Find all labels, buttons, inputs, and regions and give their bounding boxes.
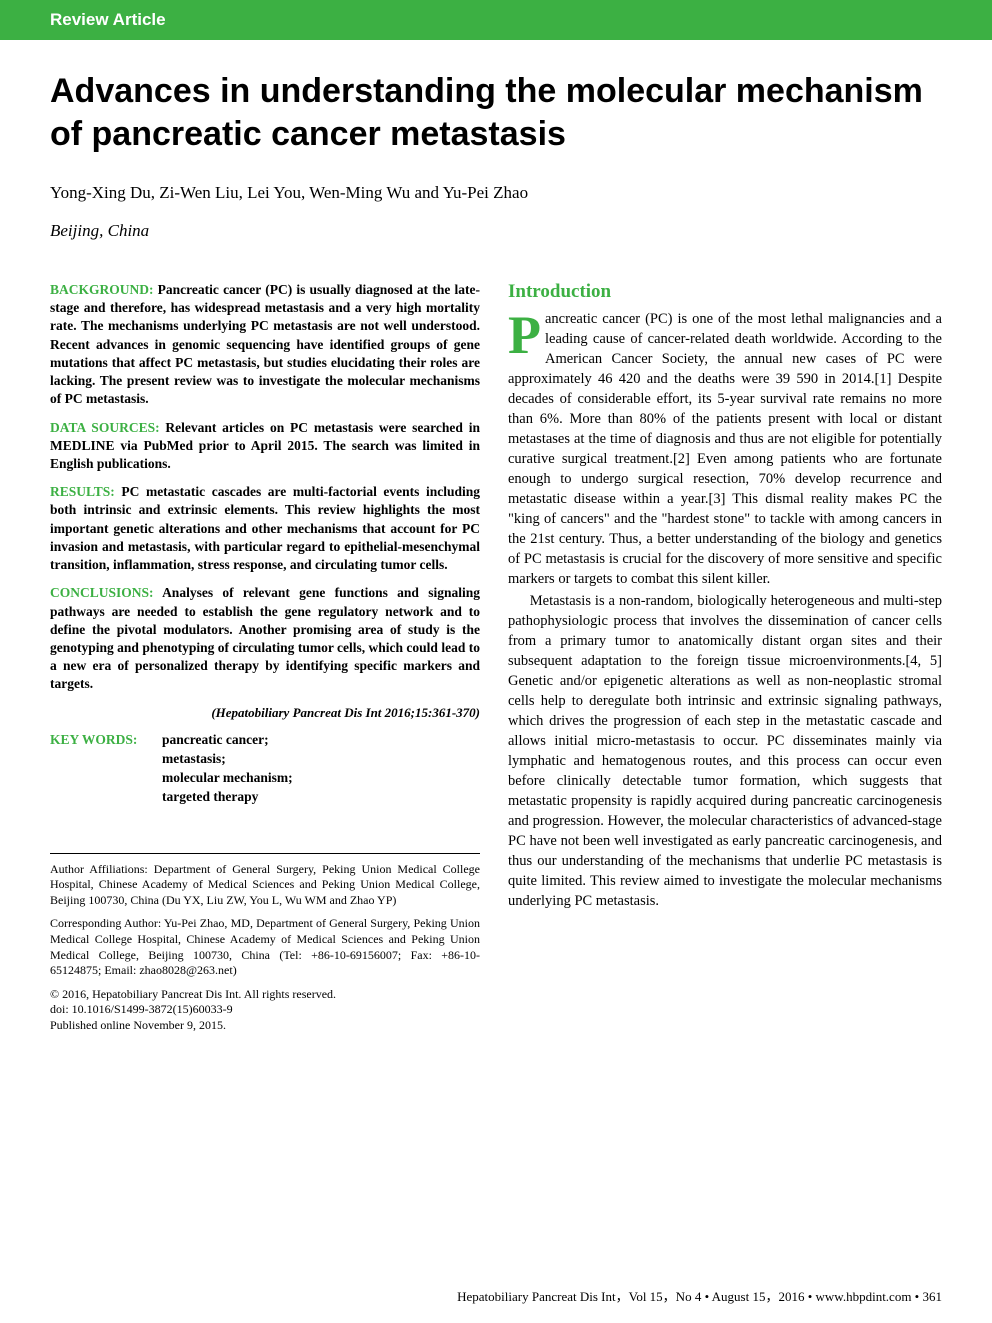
footnote-copyright: © 2016, Hepatobiliary Pancreat Dis Int. … <box>50 987 480 1034</box>
right-column: Introduction Pancreatic cancer (PC) is o… <box>508 281 942 1042</box>
footnote-published: Published online November 9, 2015. <box>50 1018 226 1032</box>
two-column-layout: BACKGROUND: Pancreatic cancer (PC) is us… <box>50 281 942 1042</box>
article-title: Advances in understanding the molecular … <box>50 70 942 155</box>
article-authors: Yong-Xing Du, Zi-Wen Liu, Lei You, Wen-M… <box>50 183 942 203</box>
keyword-0: pancreatic cancer; <box>162 731 269 750</box>
dropcap: P <box>508 309 545 359</box>
abstract-datasources: DATA SOURCES: Relevant articles on PC me… <box>50 419 480 474</box>
intro-para-1: Pancreatic cancer (PC) is one of the mos… <box>508 309 942 589</box>
footnote-doi: doi: 10.1016/S1499-3872(15)60033-9 <box>50 1002 233 1016</box>
abstract-background: BACKGROUND: Pancreatic cancer (PC) is us… <box>50 281 480 409</box>
results-text: PC metastatic cascades are multi-factori… <box>50 484 480 572</box>
abstract-conclusions: CONCLUSIONS: Analyses of relevant gene f… <box>50 584 480 693</box>
footnotes: Author Affiliations: Department of Gener… <box>50 853 480 1034</box>
keywords-block: KEY WORDS: pancreatic cancer; metastasis… <box>50 731 480 807</box>
abstract-citation: (Hepatobiliary Pancreat Dis Int 2016;15:… <box>50 704 480 722</box>
footnote-affiliations: Author Affiliations: Department of Gener… <box>50 862 480 909</box>
left-column: BACKGROUND: Pancreatic cancer (PC) is us… <box>50 281 480 1042</box>
article-category: Review Article <box>50 10 166 29</box>
page-footer: Hepatobiliary Pancreat Dis Int，Vol 15，No… <box>457 1286 942 1305</box>
abstract-block: BACKGROUND: Pancreatic cancer (PC) is us… <box>50 281 480 807</box>
keyword-2: molecular mechanism; <box>162 769 293 788</box>
introduction-heading: Introduction <box>508 281 942 303</box>
keyword-3: targeted therapy <box>162 788 258 807</box>
footnote-corresponding: Corresponding Author: Yu-Pei Zhao, MD, D… <box>50 916 480 978</box>
background-text: Pancreatic cancer (PC) is usually diagno… <box>50 282 480 406</box>
intro-para-2: Metastasis is a non-random, biologically… <box>508 591 942 911</box>
article-content: Advances in understanding the molecular … <box>0 40 992 1042</box>
keyword-1: metastasis; <box>162 750 226 769</box>
article-city: Beijing, China <box>50 221 942 241</box>
introduction-body: Pancreatic cancer (PC) is one of the mos… <box>508 309 942 911</box>
article-category-bar: Review Article <box>0 0 992 40</box>
datasources-label: DATA SOURCES: <box>50 420 160 435</box>
results-label: RESULTS: <box>50 484 115 499</box>
background-label: BACKGROUND: <box>50 282 154 297</box>
conclusions-text: Analyses of relevant gene functions and … <box>50 585 480 691</box>
intro-p1-text: ancreatic cancer (PC) is one of the most… <box>508 311 942 587</box>
abstract-results: RESULTS: PC metastatic cascades are mult… <box>50 483 480 574</box>
keywords-label: KEY WORDS: <box>50 731 162 750</box>
conclusions-label: CONCLUSIONS: <box>50 585 154 600</box>
